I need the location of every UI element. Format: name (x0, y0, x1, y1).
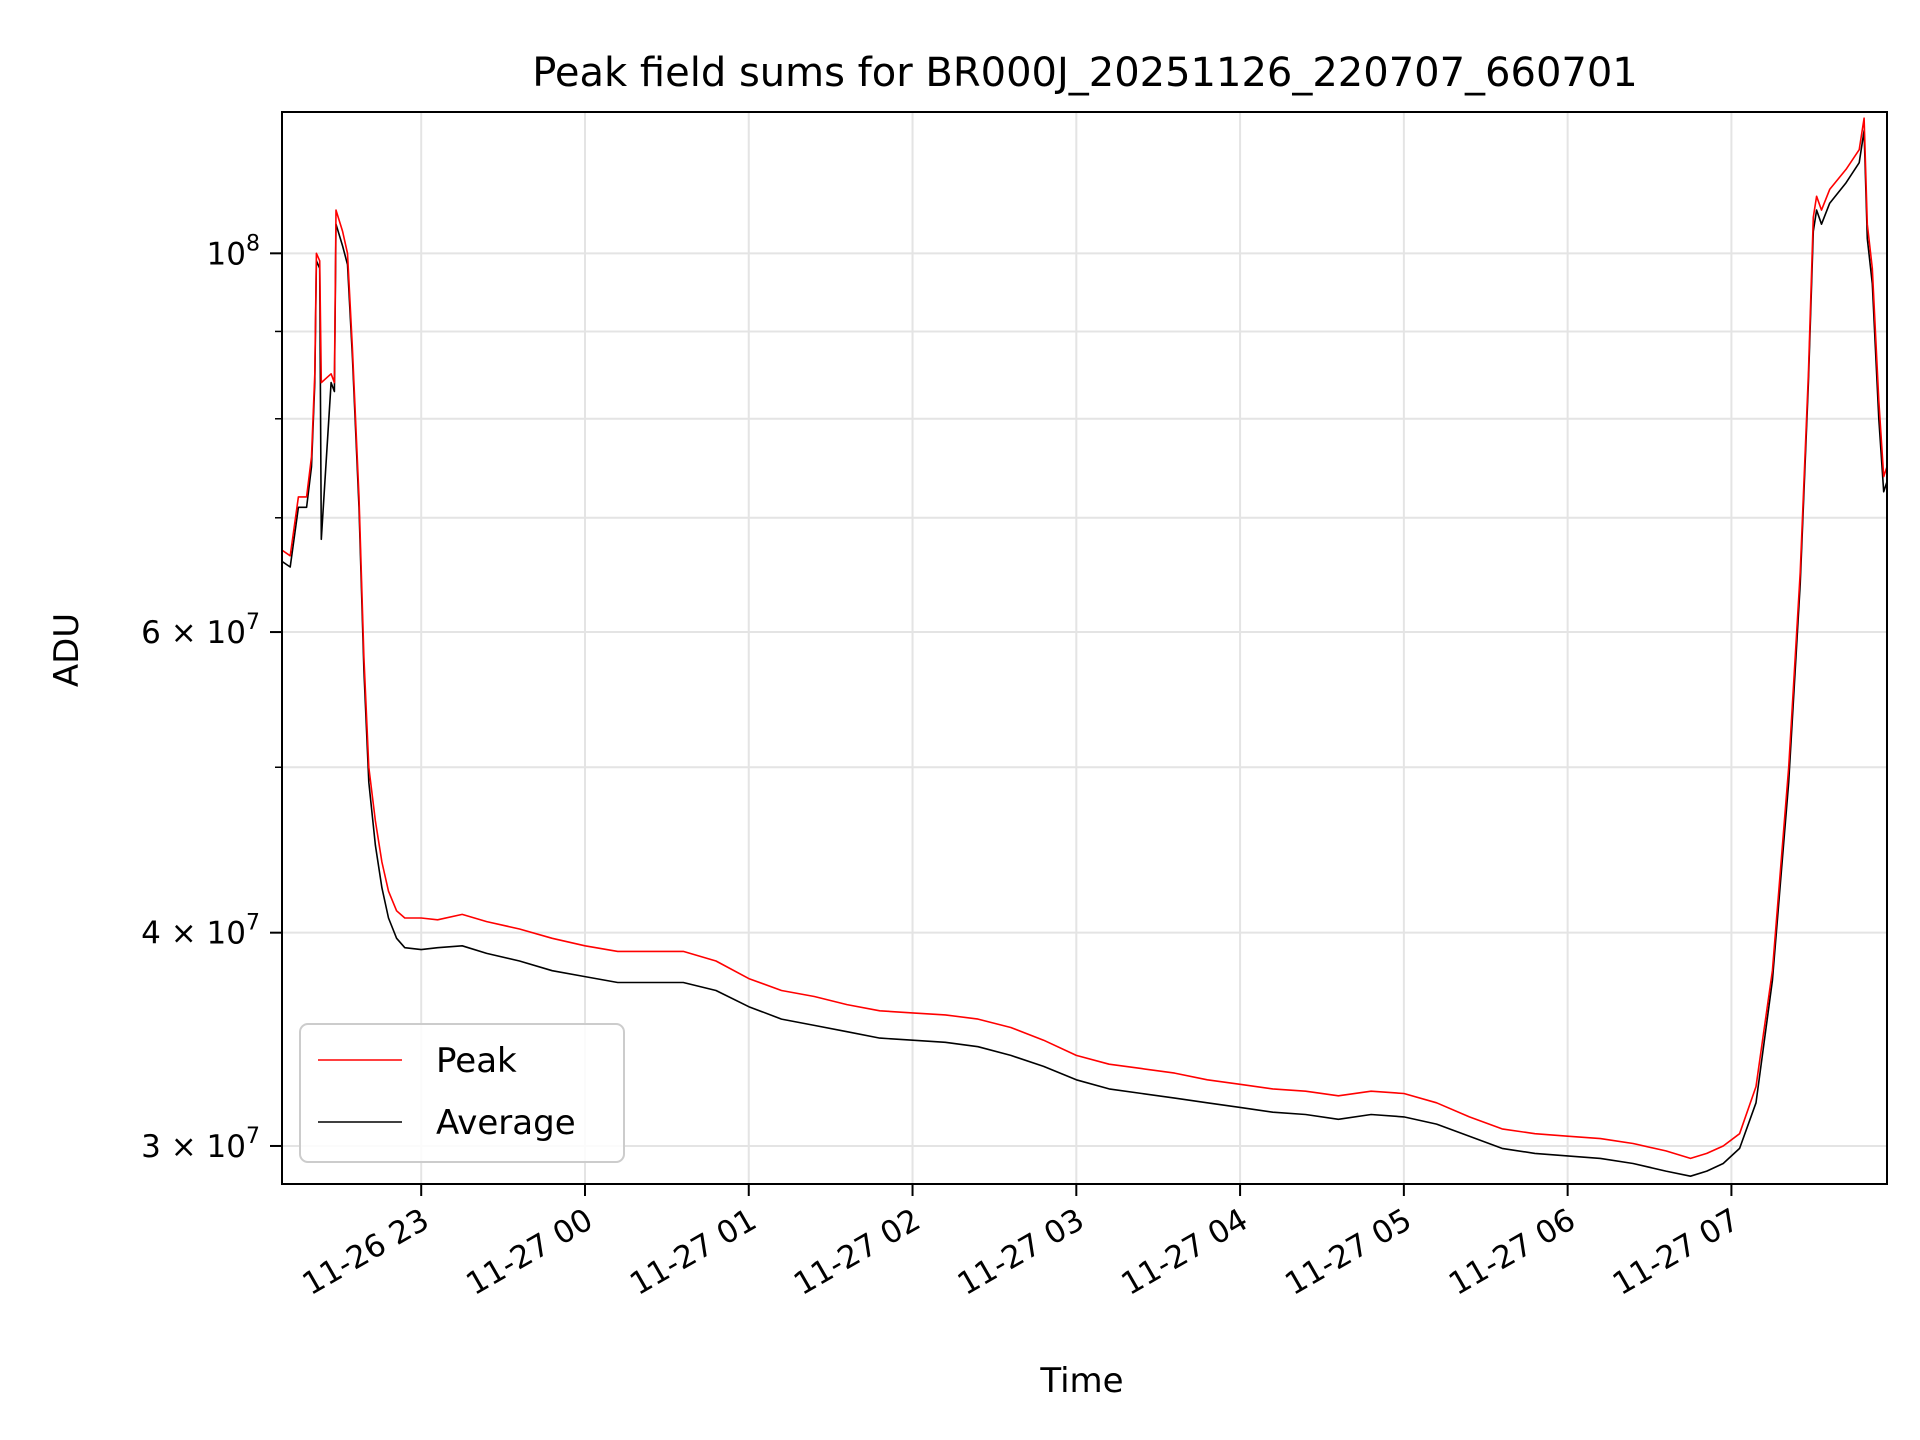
y-tick-label: 6 × 107 (141, 610, 260, 651)
grid (282, 112, 1887, 1184)
chart-title: Peak field sums for BR000J_20251126_2207… (532, 50, 1638, 96)
y-tick-label: 4 × 107 (141, 911, 260, 952)
plot-frame (281, 111, 1888, 1185)
x-axis-label: Time (1039, 1361, 1123, 1401)
y-axis: 3 × 107 4 × 107 6 × 107 108 (141, 231, 282, 1165)
y-tick-label: 3 × 107 (141, 1124, 260, 1165)
y-axis-label: ADU (47, 613, 87, 687)
legend-label-average: Average (436, 1103, 576, 1143)
legend-box (299, 1023, 625, 1163)
legend: Peak Average (299, 1023, 625, 1163)
series-layer (282, 117, 1887, 1177)
y-tick-label: 108 (207, 231, 260, 272)
legend-label-peak: Peak (436, 1041, 517, 1081)
series-line-peak (282, 117, 1887, 1160)
